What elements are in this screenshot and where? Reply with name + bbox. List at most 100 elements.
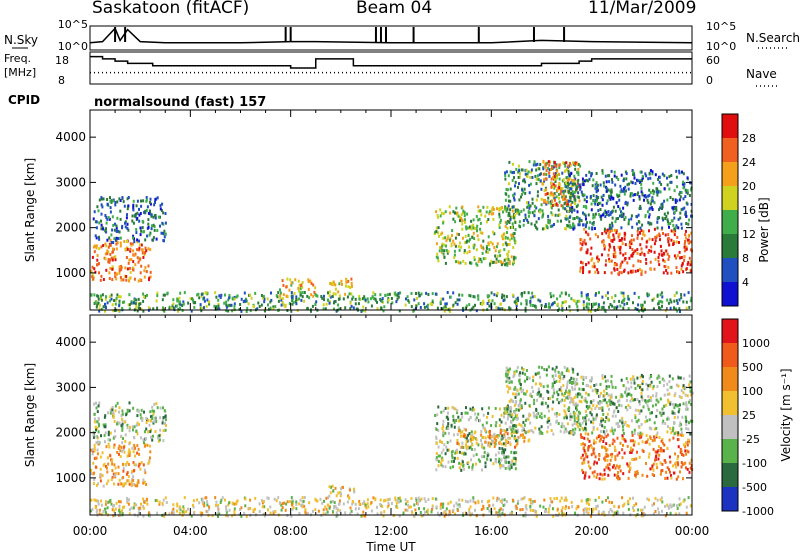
power-cell	[576, 186, 579, 190]
velocity-cell	[361, 514, 364, 518]
power-cell	[435, 255, 438, 259]
power-cell	[138, 243, 141, 247]
velocity-cell	[578, 387, 581, 391]
power-cell	[594, 212, 597, 216]
velocity-cell	[586, 406, 589, 410]
power-cell	[671, 206, 674, 210]
velocity-cell	[613, 428, 616, 432]
velocity-cell	[687, 450, 690, 454]
velocity-cell	[633, 428, 636, 432]
power-cell	[118, 269, 121, 273]
power-cell	[597, 307, 600, 311]
power-cell	[680, 264, 683, 268]
power-colorbar-tick: 28	[742, 132, 756, 145]
velocity-cell	[469, 445, 472, 449]
power-cell	[117, 229, 120, 233]
power-cell	[143, 210, 146, 214]
power-cell	[113, 256, 115, 260]
power-cell	[491, 299, 494, 303]
velocity-cell	[535, 510, 538, 514]
velocity-cell	[682, 462, 685, 466]
power-cell	[673, 306, 675, 310]
power-cell	[647, 177, 650, 181]
power-cell	[285, 294, 288, 298]
power-cell	[513, 255, 516, 259]
velocity-cell	[589, 379, 591, 383]
velocity-cell	[449, 466, 452, 470]
velocity-cell	[544, 508, 547, 511]
power-cell	[523, 187, 526, 191]
power-cell	[452, 239, 455, 243]
power-cell	[277, 299, 280, 303]
power-cell	[570, 203, 572, 207]
velocity-cell	[107, 479, 110, 483]
power-cell	[92, 277, 95, 281]
velocity-cell	[239, 508, 242, 511]
velocity-cell	[547, 425, 550, 429]
power-cell	[118, 271, 121, 275]
velocity-cell	[597, 512, 600, 516]
velocity-cell	[504, 466, 507, 470]
velocity-cell	[580, 456, 583, 460]
velocity-cell	[614, 458, 617, 461]
velocity-cell	[114, 466, 117, 470]
power-cell	[548, 219, 550, 223]
power-cell	[94, 234, 97, 238]
power-cell	[630, 214, 633, 218]
power-cell	[601, 253, 603, 257]
velocity-cell	[121, 449, 123, 453]
power-cell	[628, 182, 630, 186]
velocity-cell	[563, 374, 566, 378]
power-cell	[140, 229, 143, 233]
velocity-cell	[571, 423, 574, 427]
power-cell	[679, 256, 682, 260]
power-cell	[177, 309, 180, 313]
velocity-cell	[452, 406, 455, 410]
velocity-cell	[619, 441, 622, 445]
velocity-cell	[118, 444, 121, 448]
velocity-cell	[509, 441, 512, 445]
power-cell	[585, 221, 588, 225]
power-cell	[427, 307, 429, 311]
velocity-cell	[601, 406, 604, 410]
power-cell	[506, 207, 509, 211]
power-cell	[369, 297, 372, 301]
velocity-cell	[504, 430, 507, 433]
power-cell	[245, 299, 248, 303]
power-cell	[667, 257, 670, 261]
velocity-cell	[159, 416, 162, 420]
velocity-cell	[453, 459, 455, 463]
power-cell	[633, 291, 636, 295]
power-cell	[637, 191, 640, 195]
power-cell	[408, 300, 411, 304]
velocity-cell	[609, 458, 612, 462]
velocity-cell	[469, 407, 472, 411]
velocity-cell	[447, 460, 450, 464]
power-cell	[588, 170, 591, 174]
velocity-cell	[113, 443, 116, 447]
velocity-cell	[483, 446, 486, 450]
velocity-cell	[680, 423, 682, 427]
velocity-cell	[90, 498, 93, 502]
velocity-cell	[506, 407, 509, 411]
velocity-cell	[508, 367, 511, 371]
velocity-cell	[649, 384, 652, 388]
velocity-cell	[684, 449, 687, 453]
velocity-cell	[462, 446, 465, 449]
velocity-cell	[661, 500, 664, 504]
velocity-cell	[455, 419, 458, 422]
power-cell	[576, 210, 579, 214]
power-colorbar-tick: 4	[742, 276, 749, 289]
velocity-cell	[648, 442, 651, 446]
power-cell	[461, 227, 464, 231]
velocity-cell	[515, 439, 517, 443]
velocity-cell	[437, 460, 440, 463]
power-cell	[435, 242, 438, 246]
power-cell	[686, 262, 689, 266]
power-cell	[491, 260, 494, 264]
power-cell	[508, 160, 511, 164]
power-cell	[488, 210, 491, 214]
power-cell	[542, 159, 545, 163]
power-cell	[563, 207, 566, 211]
power-cell	[143, 230, 145, 234]
